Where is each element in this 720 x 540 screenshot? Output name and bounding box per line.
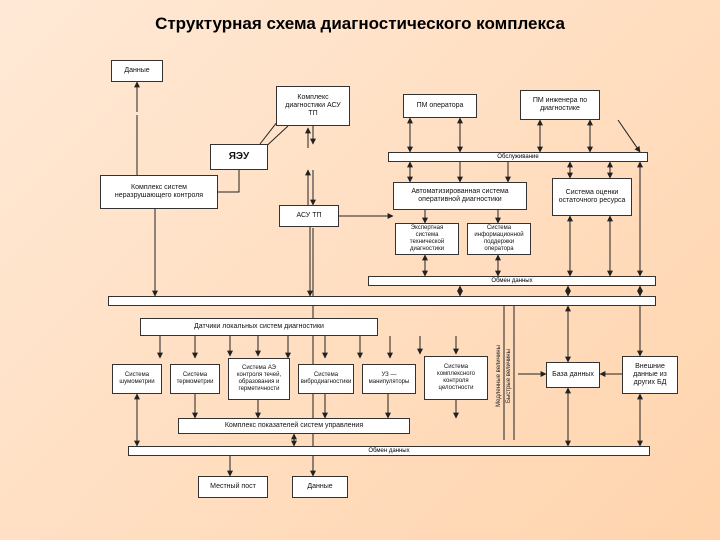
bus-bus_obmen1: Обмен данных [368, 276, 656, 286]
bus-label: Обмен данных [491, 278, 532, 284]
node-vnesh_dan: Внешние данные из других БД [622, 356, 678, 394]
node-sys_vibro: Система вибродиагностики [298, 364, 354, 394]
node-pm_oper: ПМ оператора [403, 94, 477, 118]
node-yaeu: ЯЭУ [210, 144, 268, 170]
bus-bus_obmen2: Обмен данных [128, 446, 650, 456]
bus-label: Обслуживание [497, 154, 538, 160]
node-asu_tp: АСУ ТП [279, 205, 339, 227]
bus-label: Обмен данных [368, 448, 409, 454]
bus-bus_obsluzh: Обслуживание [388, 152, 648, 162]
node-sys_ae: Система АЭ контроля течей, образования и… [228, 358, 290, 400]
page-title: Структурная схема диагностического компл… [0, 14, 720, 34]
node-baza_dan: База данных [546, 362, 600, 388]
node-sys_komp: Система комплексного контроля целостност… [424, 356, 488, 400]
node-us_man: УЗ — манипуляторы [362, 364, 416, 394]
node-mestny_post: Местный пост [198, 476, 268, 498]
node-dannye_bot: Данные [292, 476, 348, 498]
node-dannye_top: Данные [111, 60, 163, 82]
node-kompleks_nk: Комплекс систем неразрушающего контроля [100, 175, 218, 209]
node-expert_sys: Экспертная система технической диагности… [395, 223, 459, 255]
node-kompleks_diag: Комплекс диагностики АСУ ТП [276, 86, 350, 126]
node-avto_sod: Автоматизированная система оперативной д… [393, 182, 527, 210]
node-info_pod: Система информационной поддержки операто… [467, 223, 531, 255]
node-datchiki: Датчики локальных систем диагностики [140, 318, 378, 336]
node-komp_pok: Комплекс показателей систем управления [178, 418, 410, 434]
node-sys_termo: Система термометрии [170, 364, 220, 394]
node-sys_ocenki: Система оценки остаточного ресурса [552, 178, 632, 216]
background [0, 0, 720, 540]
node-pm_ing: ПМ инженера по диагностике [520, 90, 600, 120]
bus-bus_long [108, 296, 656, 306]
node-sys_shum: Система шумометрии [112, 364, 162, 394]
